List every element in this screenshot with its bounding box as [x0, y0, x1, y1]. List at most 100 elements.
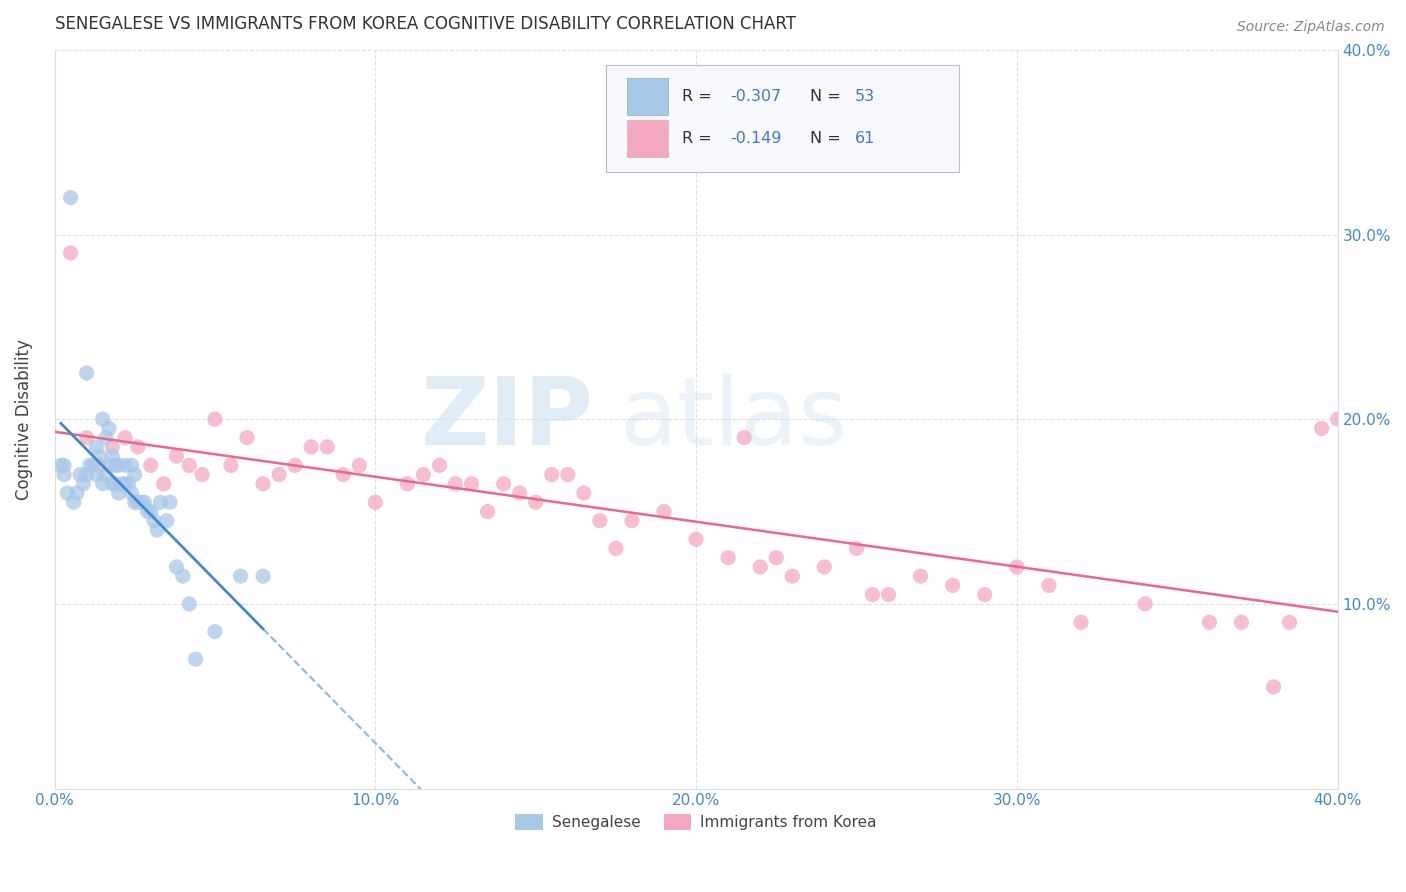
- Point: [84, 440, 107, 454]
- Point: [56, 486, 79, 500]
- Point: [204, 412, 226, 426]
- Point: [252, 569, 274, 583]
- Point: [765, 550, 787, 565]
- Point: [524, 495, 547, 509]
- Point: [107, 486, 129, 500]
- Point: [76, 431, 98, 445]
- Point: [942, 578, 965, 592]
- Point: [733, 431, 755, 445]
- Point: [127, 440, 149, 454]
- Point: [252, 476, 274, 491]
- Point: [509, 486, 531, 500]
- Point: [114, 458, 136, 473]
- Point: [104, 458, 127, 473]
- Point: [685, 533, 707, 547]
- Point: [179, 458, 201, 473]
- Point: [98, 421, 121, 435]
- Point: [101, 449, 124, 463]
- Point: [139, 504, 162, 518]
- Point: [136, 504, 159, 518]
- FancyBboxPatch shape: [606, 64, 959, 172]
- Text: -0.149: -0.149: [731, 131, 782, 146]
- Point: [124, 467, 146, 482]
- Point: [94, 467, 117, 482]
- Point: [1263, 680, 1285, 694]
- Point: [1005, 560, 1028, 574]
- Point: [62, 495, 84, 509]
- Point: [91, 476, 114, 491]
- Point: [107, 458, 129, 473]
- Point: [172, 569, 194, 583]
- Point: [98, 458, 121, 473]
- Point: [165, 560, 187, 574]
- Point: [49, 458, 72, 473]
- Point: [862, 588, 884, 602]
- Point: [813, 560, 835, 574]
- Point: [129, 495, 152, 509]
- Point: [124, 495, 146, 509]
- Point: [72, 476, 94, 491]
- Point: [89, 458, 111, 473]
- FancyBboxPatch shape: [627, 78, 668, 115]
- Point: [114, 476, 136, 491]
- Point: [1198, 615, 1220, 630]
- Point: [146, 523, 169, 537]
- Legend: Senegalese, Immigrants from Korea: Senegalese, Immigrants from Korea: [509, 807, 883, 837]
- Point: [76, 467, 98, 482]
- Point: [184, 652, 207, 666]
- Point: [114, 431, 136, 445]
- Point: [605, 541, 627, 556]
- Point: [53, 467, 76, 482]
- Point: [94, 431, 117, 445]
- Text: -0.307: -0.307: [731, 89, 782, 103]
- Y-axis label: Cognitive Disability: Cognitive Disability: [15, 339, 32, 500]
- Point: [782, 569, 804, 583]
- Point: [589, 514, 612, 528]
- Point: [165, 449, 187, 463]
- Point: [134, 495, 156, 509]
- Text: N =: N =: [810, 89, 846, 103]
- Point: [59, 246, 82, 260]
- Point: [557, 467, 579, 482]
- Point: [572, 486, 595, 500]
- Point: [104, 476, 127, 491]
- Text: ZIP: ZIP: [420, 373, 593, 466]
- Point: [82, 458, 104, 473]
- Point: [460, 476, 482, 491]
- Point: [121, 458, 143, 473]
- Point: [332, 467, 354, 482]
- Point: [76, 366, 98, 380]
- Point: [219, 458, 242, 473]
- Point: [444, 476, 467, 491]
- Point: [1038, 578, 1060, 592]
- Point: [1278, 615, 1301, 630]
- Point: [53, 458, 76, 473]
- Point: [1310, 421, 1333, 435]
- Text: atlas: atlas: [619, 373, 848, 466]
- Point: [59, 190, 82, 204]
- Point: [845, 541, 868, 556]
- Point: [877, 588, 900, 602]
- Point: [66, 486, 89, 500]
- Point: [149, 495, 172, 509]
- Point: [284, 458, 307, 473]
- Point: [396, 476, 419, 491]
- Point: [204, 624, 226, 639]
- Point: [1070, 615, 1092, 630]
- Text: 53: 53: [855, 89, 876, 103]
- Point: [910, 569, 932, 583]
- Point: [477, 504, 499, 518]
- Point: [101, 476, 124, 491]
- Point: [316, 440, 339, 454]
- Point: [127, 495, 149, 509]
- Point: [717, 550, 740, 565]
- Point: [364, 495, 387, 509]
- Point: [429, 458, 451, 473]
- Text: N =: N =: [810, 131, 846, 146]
- Point: [152, 476, 174, 491]
- Point: [267, 467, 290, 482]
- Point: [117, 476, 139, 491]
- Point: [79, 458, 101, 473]
- Text: Source: ZipAtlas.com: Source: ZipAtlas.com: [1237, 20, 1385, 34]
- Text: R =: R =: [682, 131, 717, 146]
